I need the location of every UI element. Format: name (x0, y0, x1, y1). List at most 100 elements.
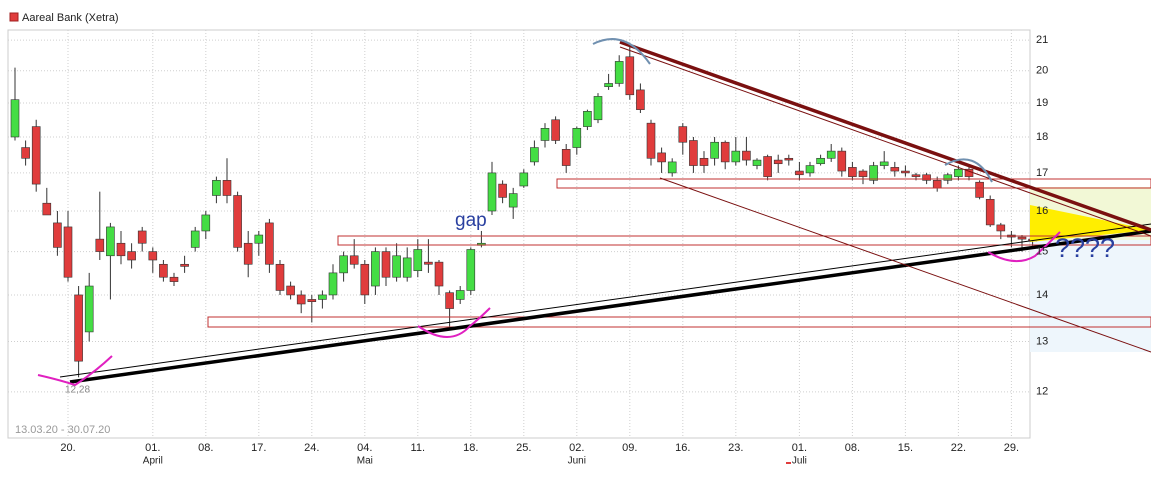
hand-arc (37, 355, 113, 387)
candle-body (466, 249, 476, 291)
candle-body (689, 140, 698, 166)
y-tick-label: 14 (1036, 289, 1048, 301)
candle-body (487, 172, 497, 212)
y-tick-label: 21 (1036, 34, 1048, 46)
x-tick-label: 08. (198, 442, 213, 454)
candle-body (508, 193, 518, 208)
candle-body (116, 242, 126, 257)
candle-body (996, 224, 1006, 232)
y-tick-label: 15 (1036, 245, 1048, 257)
x-tick-label: 25. (516, 442, 531, 454)
candle-body (286, 285, 295, 296)
candle-body (95, 238, 105, 252)
candle-body (360, 263, 370, 296)
candle-body (901, 170, 910, 174)
candle-body (445, 292, 454, 309)
zone-box (207, 316, 1151, 328)
candle-body (848, 167, 857, 177)
candle-body (752, 159, 762, 166)
plot-frame (7, 29, 1031, 439)
candle-body (318, 294, 327, 300)
legend-swatch (9, 12, 19, 22)
x-tick-label: 18. (463, 442, 478, 454)
candle-body (74, 294, 83, 362)
candle-body (975, 181, 984, 198)
candle-body (943, 174, 953, 181)
candle-body (561, 149, 571, 166)
candle-body (540, 128, 550, 141)
candle-body (222, 180, 232, 196)
candle-body (296, 294, 306, 305)
candle-body (243, 242, 253, 265)
candle-body (583, 111, 592, 127)
candle-body (42, 202, 52, 216)
candle-body (604, 83, 613, 87)
month-label: Juli (792, 456, 807, 467)
candle-body (890, 167, 900, 172)
candle-body (699, 157, 709, 166)
range-label: 13.03.20 - 30.07.20 (15, 424, 110, 436)
candle-body (710, 141, 719, 159)
y-tick-label: 16 (1036, 205, 1048, 217)
candle-body (190, 230, 200, 248)
candle-body (498, 183, 507, 198)
candle-body (233, 195, 242, 248)
candle-body (731, 150, 741, 163)
candle-body (530, 147, 539, 163)
candle-body (63, 226, 73, 278)
candle-body (148, 251, 158, 261)
x-tick-label: 29. (1004, 442, 1019, 454)
candle-body (784, 157, 794, 161)
candle-body (307, 299, 317, 303)
y-tick-label: 19 (1036, 97, 1048, 109)
y-tick-label: 17 (1036, 167, 1048, 179)
candle-body (10, 99, 20, 138)
x-tick-label: 01. (792, 442, 807, 454)
candle-body (413, 249, 423, 272)
candle-body (985, 199, 995, 226)
candle-body (434, 261, 444, 287)
candle-body (720, 141, 730, 163)
candle-body (646, 122, 656, 159)
candle-body (275, 263, 285, 291)
trend-line (619, 46, 1151, 237)
month-label: April (143, 456, 163, 467)
y-tick-label: 13 (1036, 335, 1048, 347)
candle-body (837, 150, 847, 172)
trend-line (59, 223, 1151, 378)
candle-body (328, 272, 338, 296)
candle-body (932, 180, 942, 189)
candle-body (402, 257, 412, 278)
candle-body (137, 230, 147, 244)
candle-body (349, 255, 359, 265)
candle-body (424, 261, 433, 265)
trend-line (659, 177, 1151, 353)
trend-line (69, 229, 1151, 384)
candle-body (572, 128, 582, 148)
candle-body (254, 234, 264, 244)
candle-body (1017, 236, 1027, 240)
hand-arc (417, 307, 491, 338)
month-label: Mai (357, 456, 373, 467)
candle-body (455, 290, 465, 300)
candle-body (593, 96, 603, 121)
candle-body (667, 161, 677, 174)
legend-label: Aareal Bank (Xetra) (22, 12, 119, 24)
candle-body (212, 180, 221, 196)
annotations (37, 38, 1151, 464)
x-tick-label: 20. (60, 442, 75, 454)
hand-arc (944, 158, 993, 183)
candle-body (381, 251, 391, 278)
candle-body (21, 147, 30, 159)
x-tick-label: 16. (675, 442, 690, 454)
x-tick-label: 24. (304, 442, 319, 454)
candle-body (551, 119, 560, 141)
candle-body (763, 156, 772, 177)
candle-body (180, 263, 189, 267)
x-tick-label: 08. (845, 442, 860, 454)
x-tick-label: 01. (145, 442, 160, 454)
y-tick-label: 20 (1036, 65, 1048, 77)
candle-body (773, 159, 783, 165)
candle-body (826, 150, 836, 159)
